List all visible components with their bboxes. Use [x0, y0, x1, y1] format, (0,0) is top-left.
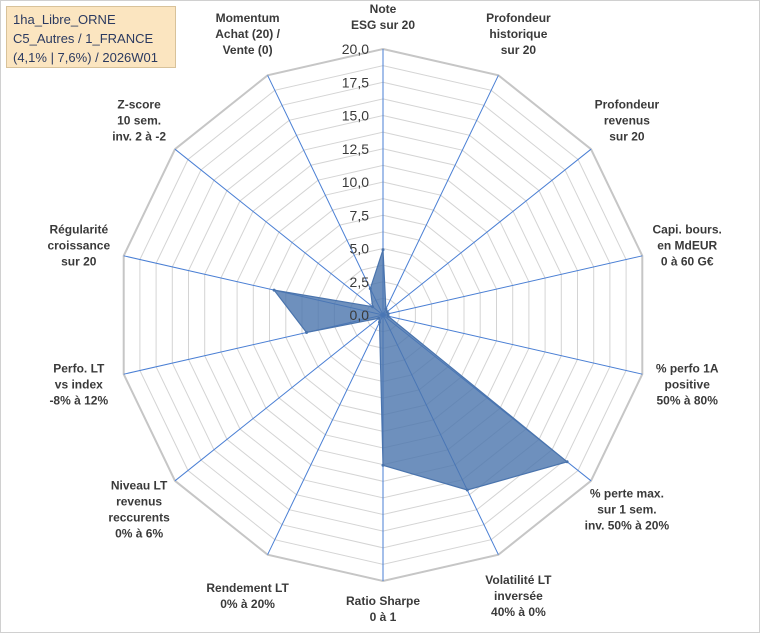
tick-label: 10,0 [342, 174, 369, 190]
tick-label: 12,5 [342, 141, 369, 157]
axis-spoke [382, 75, 499, 316]
axis-label-line: Momentum [216, 11, 280, 25]
info-line-1: 1ha_Libre_ORNE [13, 12, 116, 27]
axis-label-line: sur 20 [501, 43, 537, 57]
axis-label-line: sur 1 sem. [597, 503, 656, 517]
series-area [272, 249, 569, 491]
axis-spoke [174, 314, 384, 482]
tick-label: 17,5 [342, 74, 369, 90]
axis-label-line: Vente (0) [223, 43, 273, 57]
axis-label-line: % perte max. [590, 487, 664, 501]
data-point [386, 314, 390, 318]
info-line-3: (4,1% | 7,6%) / 2026W01 [13, 50, 159, 65]
axis-label: Z-score 10 sem. inv. 2 à -2 [112, 98, 166, 144]
axis-label-line: revenus [116, 495, 162, 509]
axis-label-line: Niveau LT [111, 479, 168, 493]
axis-label-line: croissance [47, 239, 110, 253]
data-point [565, 460, 569, 464]
axis-label-line: ESG sur 20 [351, 18, 415, 32]
axis-label-line: en MdEUR [657, 239, 717, 253]
data-point [371, 305, 375, 309]
tick-label: 2,5 [350, 274, 370, 290]
axis-label-line: 0% à 6% [115, 527, 163, 541]
data-point [384, 307, 388, 311]
axis-label-line: inversée [494, 589, 543, 603]
axis-label: % perte max. sur 1 sem. inv. 50% à 20% [585, 487, 670, 533]
axis-label-line: Ratio Sharpe [346, 594, 420, 608]
axis-label: Rendement LT 0% à 20% [206, 581, 289, 611]
axis-label-line: -8% à 12% [49, 393, 108, 407]
axis-label: Profondeur revenus sur 20 [595, 98, 660, 144]
data-point [272, 288, 276, 292]
axis-label: Volatilité LT inversée 40% à 0% [485, 573, 552, 619]
axis-label: Perfo. LT vs index -8% à 12% [49, 361, 108, 407]
axis-spoke [382, 255, 643, 316]
axis-label: Ratio Sharpe 0 à 1 [346, 594, 420, 624]
data-point [386, 312, 390, 316]
axis-label-line: 0 à 60 G€ [661, 255, 714, 269]
info-line-2: C5_Autres / 1_FRANCE [13, 31, 154, 46]
axis-label-line: Régularité [49, 223, 108, 237]
axis-label-line: reccurents [108, 511, 170, 525]
axis-spoke [174, 148, 384, 316]
tick-label: 15,0 [342, 108, 369, 124]
axis-label: Profondeur historique sur 20 [486, 11, 551, 57]
tick-label: 5,0 [350, 241, 370, 257]
axis-label-line: 50% à 80% [657, 393, 719, 407]
axis-label-line: Perfo. LT [53, 361, 105, 375]
data-point [381, 463, 385, 467]
axis-label-line: % perfo 1A [656, 361, 719, 375]
axis-label: % perfo 1A positive 50% à 80% [656, 361, 719, 407]
series-points [272, 248, 569, 492]
axis-label: Note ESG sur 20 [351, 2, 415, 32]
axis-label-line: 40% à 0% [491, 605, 546, 619]
data-point [377, 316, 381, 320]
tick-label: 0,0 [350, 307, 370, 323]
info-box: 1ha_Libre_ORNE C5_Autres / 1_FRANCE (4,1… [6, 6, 176, 68]
axis-label: Niveau LT revenus reccurents 0% à 6% [108, 479, 170, 541]
data-point [465, 488, 469, 492]
axis-label: Momentum Achat (20) / Vente (0) [215, 11, 280, 57]
data-point [305, 331, 308, 334]
axis-label-line: 0 à 1 [370, 610, 397, 624]
tick-labels: 0,0 2,5 5,0 7,5 10,0 12,5 15,0 17,5 20,0 [342, 41, 369, 323]
data-point [381, 248, 385, 252]
axis-label-line: Profondeur [486, 11, 551, 25]
axis-label: Capi. bours. en MdEUR 0 à 60 G€ [653, 223, 722, 269]
axis-label-line: Capi. bours. [653, 223, 722, 237]
tick-label: 7,5 [350, 207, 370, 223]
axis-label-line: Profondeur [595, 98, 660, 112]
axis-label-line: Z-score [117, 98, 161, 112]
axis-label-line: revenus [604, 114, 650, 128]
axis-spoke [382, 148, 592, 316]
axis-label-line: 0% à 20% [220, 597, 275, 611]
axis-spoke [382, 314, 643, 375]
axis-spoke [267, 314, 384, 555]
axis-label-line: historique [489, 27, 547, 41]
data-point [368, 287, 372, 291]
category-labels: Note ESG sur 20 Profondeur historique sur 20… [47, 2, 721, 624]
axis-label-line: sur 20 [61, 255, 97, 269]
axis-label-line: 10 sem. [117, 114, 161, 128]
axis-label-line: inv. 50% à 20% [585, 519, 670, 533]
axis-label-line: Note [370, 2, 397, 16]
axis-label-line: inv. 2 à -2 [112, 130, 166, 144]
axis-spoke [267, 75, 384, 316]
axis-label-line: positive [665, 377, 711, 391]
tick-label: 20,0 [342, 41, 369, 57]
axis-label: Régularité croissance sur 20 [47, 223, 110, 269]
axis-label-line: Rendement LT [206, 581, 289, 595]
axis-label-line: Achat (20) / [215, 27, 280, 41]
data-point [378, 320, 381, 324]
axis-label-line: vs index [55, 377, 103, 391]
axis-label-line: sur 20 [609, 130, 645, 144]
axis-label-line: Volatilité LT [485, 573, 552, 587]
